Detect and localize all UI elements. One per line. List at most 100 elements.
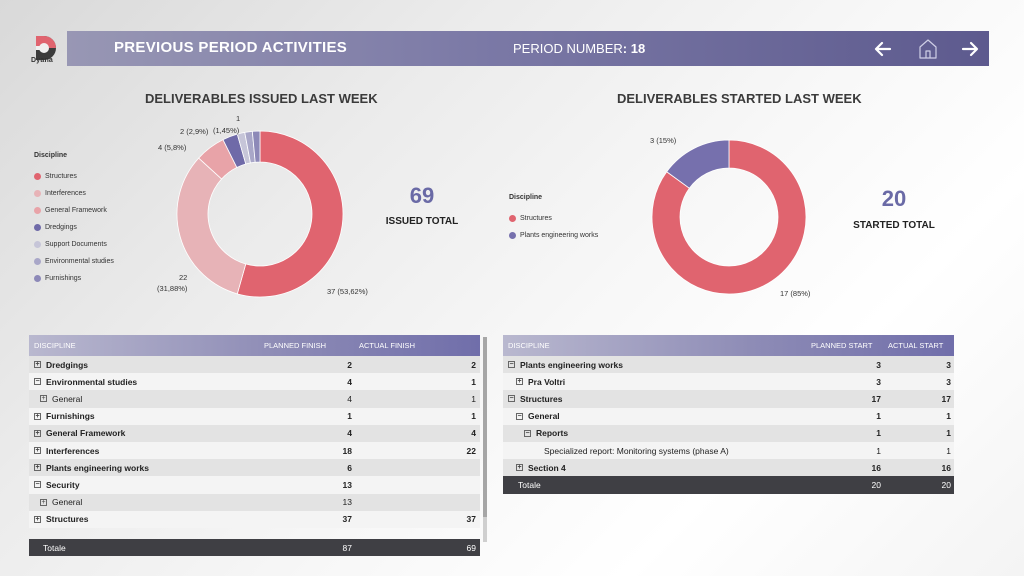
discipline-name: Plants engineering works	[520, 359, 623, 370]
collapse-icon[interactable]: −	[508, 395, 515, 403]
table-row[interactable]: + Dredgings 2 2	[29, 356, 480, 374]
planned-cell: 16	[871, 462, 881, 473]
planned-cell: 2	[347, 359, 352, 370]
table-row[interactable]: + Interferences 18 22	[29, 441, 480, 460]
legend-label: Environmental studies	[45, 258, 114, 265]
expand-icon[interactable]: +	[40, 395, 47, 403]
total-planned: 20	[871, 479, 881, 490]
slice-structures[interactable]	[236, 130, 344, 298]
legend-item[interactable]: Environmental studies	[34, 253, 154, 270]
legend-item[interactable]: Structures	[34, 168, 154, 185]
slice-label-structures: 37 (53,62%)	[327, 287, 368, 296]
table-row[interactable]: + Pra Voltri 3 3	[503, 373, 954, 391]
discipline-cell: + Furnishings	[29, 411, 249, 421]
actual-cell: 3	[946, 359, 951, 370]
forward-button[interactable]	[957, 36, 983, 62]
col-actual-finish[interactable]: ACTUAL FINISH	[359, 341, 415, 350]
slice-interferences[interactable]	[176, 157, 247, 295]
legend-item[interactable]: Support Documents	[34, 236, 154, 253]
discipline-name: Plants engineering works	[46, 462, 149, 473]
legend-item[interactable]: Furnishings	[34, 270, 154, 287]
slice-label-interferences-pct: (31,88%)	[157, 284, 188, 293]
discipline-name: Section 4	[528, 462, 566, 473]
page-title: PREVIOUS PERIOD ACTIVITIES	[114, 39, 348, 56]
planned-cell: 1	[876, 428, 881, 439]
discipline-name: Specialized report: Monitoring systems (…	[544, 445, 729, 456]
discipline-cell: − Security	[29, 480, 249, 490]
discipline-name: Reports	[536, 428, 569, 439]
slice-label-interferences: 22	[179, 273, 188, 282]
expand-icon[interactable]: +	[34, 361, 41, 369]
collapse-icon[interactable]: −	[516, 412, 523, 420]
legend-item[interactable]: General Framework	[34, 202, 154, 219]
expand-icon[interactable]: +	[34, 429, 41, 437]
table-row[interactable]: − Security 13	[29, 476, 480, 494]
table-row[interactable]: + General 4 1	[29, 390, 480, 408]
home-button[interactable]	[915, 36, 941, 62]
legend-item[interactable]: Plants engineering works	[509, 227, 639, 244]
actual-cell: 22	[466, 445, 476, 456]
discipline-cell: + General	[29, 497, 249, 507]
col-actual-start[interactable]: ACTUAL START	[888, 341, 944, 350]
discipline-cell: + General Framework	[29, 428, 249, 438]
planned-cell: 4	[347, 428, 352, 439]
header-bar: PREVIOUS PERIOD ACTIVITIES PERIOD NUMBER…	[67, 31, 989, 66]
planned-cell: 4	[347, 376, 352, 387]
table-row[interactable]: + Structures 37 37	[29, 510, 480, 528]
table-row[interactable]: Specialized report: Monitoring systems (…	[503, 441, 954, 460]
slice-plants-engineering-works[interactable]	[666, 139, 730, 189]
issued-table-scroll-thumb[interactable]	[483, 337, 487, 517]
table-row[interactable]: + Section 4 16 16	[503, 459, 954, 477]
home-icon	[919, 39, 937, 59]
discipline-name: Dredgings	[46, 359, 89, 370]
expand-icon[interactable]: +	[34, 464, 41, 472]
legend-item[interactable]: Interferences	[34, 185, 154, 202]
discipline-cell: − Plants engineering works	[503, 360, 805, 370]
slice-furnishings[interactable]	[251, 130, 261, 163]
col-planned-start[interactable]: PLANNED START	[811, 341, 873, 350]
period-number: PERIOD NUMBER: 18	[513, 41, 646, 56]
table-row[interactable]: + Plants engineering works 6	[29, 459, 480, 477]
expand-icon[interactable]: +	[34, 447, 41, 455]
started-total-value: 20	[881, 186, 907, 211]
table-row[interactable]: + General 13	[29, 493, 480, 511]
discipline-name: Interferences	[46, 445, 100, 456]
issued-chart-title: DELIVERABLES ISSUED LAST WEEK	[145, 91, 378, 106]
discipline-name: General	[52, 393, 83, 404]
slice-label-env: 1	[236, 114, 241, 123]
discipline-name: General	[52, 497, 83, 508]
col-discipline[interactable]: DISCIPLINE	[34, 341, 76, 350]
expand-icon[interactable]: +	[516, 378, 523, 386]
collapse-icon[interactable]: −	[34, 378, 41, 386]
planned-cell: 4	[347, 393, 352, 404]
discipline-name: Pra Voltri	[528, 376, 566, 387]
legend-item[interactable]: Structures	[509, 210, 639, 227]
planned-cell: 17	[871, 393, 881, 404]
planned-cell: 3	[876, 376, 881, 387]
expand-icon[interactable]: +	[34, 412, 41, 420]
table-row[interactable]: + General Framework 4 4	[29, 424, 480, 442]
discipline-cell: + Plants engineering works	[29, 463, 249, 473]
table-row[interactable]: − General 1 1	[503, 407, 954, 425]
table-row[interactable]: − Structures 17 17	[503, 390, 954, 408]
collapse-icon[interactable]: −	[508, 361, 515, 369]
back-button[interactable]	[870, 36, 896, 62]
collapse-icon[interactable]: −	[524, 429, 531, 437]
collapse-icon[interactable]: −	[34, 481, 41, 489]
dyana-logo	[36, 36, 56, 60]
started-legend: Discipline Structures Plants engineering …	[509, 194, 639, 244]
col-planned-finish[interactable]: PLANNED FINISH	[264, 341, 327, 350]
table-row[interactable]: − Reports 1 1	[503, 424, 954, 442]
actual-cell: 37	[466, 514, 476, 525]
col-discipline[interactable]: DISCIPLINE	[508, 341, 550, 350]
table-row[interactable]: − Plants engineering works 3 3	[503, 356, 954, 374]
expand-icon[interactable]: +	[516, 464, 523, 472]
table-row[interactable]: − Environmental studies 4 1	[29, 373, 480, 391]
legend-item[interactable]: Dredgings	[34, 219, 154, 236]
expand-icon[interactable]: +	[34, 515, 41, 523]
discipline-name: Environmental studies	[46, 376, 138, 387]
slice-structures[interactable]	[651, 139, 807, 295]
expand-icon[interactable]: +	[40, 498, 47, 506]
table-row[interactable]: + Furnishings 1 1	[29, 407, 480, 425]
discipline-name: Furnishings	[46, 411, 95, 422]
